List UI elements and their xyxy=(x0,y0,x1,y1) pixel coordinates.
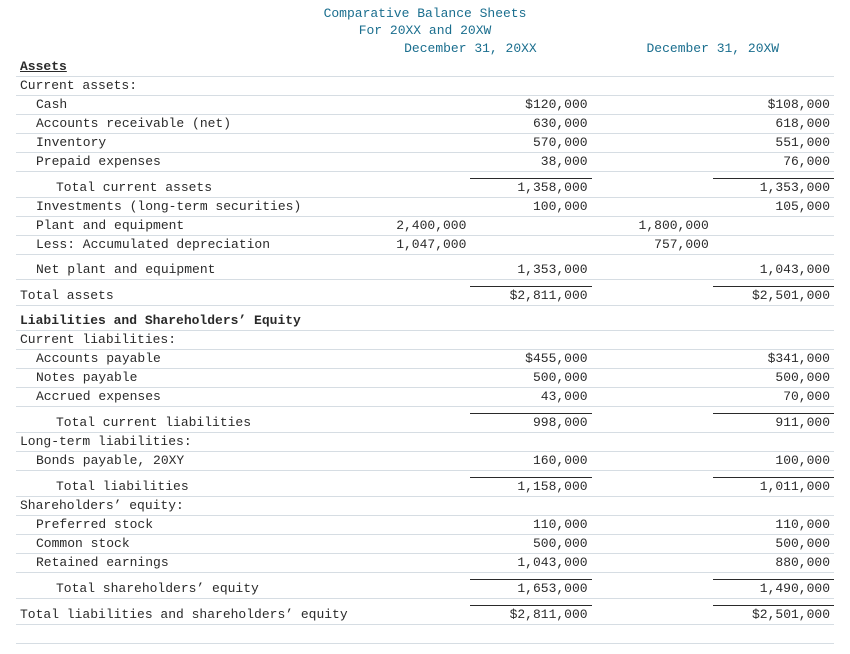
accrued-y2: 70,000 xyxy=(713,387,834,406)
title-line-2: For 20XX and 20XW xyxy=(16,23,834,40)
row-acc-dep: Less: Accumulated depreciation 1,047,000… xyxy=(16,235,834,254)
row-prepaid: Prepaid expenses 38,000 76,000 xyxy=(16,152,834,171)
cash-y2: $108,000 xyxy=(713,95,834,114)
tse-y1: 1,653,000 xyxy=(470,579,591,598)
net-plant-y2: 1,043,000 xyxy=(713,261,834,280)
label-cash: Cash xyxy=(16,95,349,114)
row-accrued: Accrued expenses 43,000 70,000 xyxy=(16,387,834,406)
row-total-assets: Total assets $2,811,000 $2,501,000 xyxy=(16,286,834,305)
current-liab-header: Current liabilities: xyxy=(16,330,349,349)
label-total-liab: Total liabilities xyxy=(16,477,349,496)
label-tca: Total current assets xyxy=(16,178,349,197)
tca-y1: 1,358,000 xyxy=(470,178,591,197)
bonds-y2: 100,000 xyxy=(713,451,834,470)
ar-y2: 618,000 xyxy=(713,114,834,133)
balance-sheet: Comparative Balance Sheets For 20XX and … xyxy=(0,0,850,654)
net-plant-y1: 1,353,000 xyxy=(470,261,591,280)
plant-eq-y2a: 1,800,000 xyxy=(592,216,713,235)
col-header-y1: December 31, 20XX xyxy=(349,40,591,58)
assets-header: Assets xyxy=(16,58,349,77)
total-liab-eq-y1: $2,811,000 xyxy=(470,605,591,624)
tse-y2: 1,490,000 xyxy=(713,579,834,598)
plant-eq-y1a: 2,400,000 xyxy=(349,216,470,235)
column-header-row: December 31, 20XX December 31, 20XW xyxy=(16,40,834,58)
ret-earn-y1: 1,043,000 xyxy=(470,553,591,572)
label-total-liab-eq: Total liabilities and shareholders’ equi… xyxy=(16,605,349,624)
pref-stock-y1: 110,000 xyxy=(470,515,591,534)
acc-dep-y2a: 757,000 xyxy=(592,235,713,254)
row-ap: Accounts payable $455,000 $341,000 xyxy=(16,349,834,368)
label-net-plant: Net plant and equipment xyxy=(16,261,349,280)
inventory-y1: 570,000 xyxy=(470,133,591,152)
row-total-sh-eq: Total shareholders’ equity 1,653,000 1,4… xyxy=(16,579,834,598)
label-acc-dep: Less: Accumulated depreciation xyxy=(16,235,349,254)
tcl-y2: 911,000 xyxy=(713,413,834,432)
label-bonds: Bonds payable, 20XY xyxy=(16,451,349,470)
acc-dep-y1a: 1,047,000 xyxy=(349,235,470,254)
row-total-current-assets: Total current assets 1,358,000 1,353,000 xyxy=(16,178,834,197)
row-bonds: Bonds payable, 20XY 160,000 100,000 xyxy=(16,451,834,470)
label-total-assets: Total assets xyxy=(16,286,349,305)
row-inventory: Inventory 570,000 551,000 xyxy=(16,133,834,152)
ap-y2: $341,000 xyxy=(713,349,834,368)
np-y2: 500,000 xyxy=(713,368,834,387)
label-inventory: Inventory xyxy=(16,133,349,152)
row-total-liab: Total liabilities 1,158,000 1,011,000 xyxy=(16,477,834,496)
common-stock-y2: 500,000 xyxy=(713,534,834,553)
label-common-stock: Common stock xyxy=(16,534,349,553)
label-np: Notes payable xyxy=(16,368,349,387)
investments-y2: 105,000 xyxy=(713,197,834,216)
total-assets-y1: $2,811,000 xyxy=(470,286,591,305)
total-liab-y1: 1,158,000 xyxy=(470,477,591,496)
inventory-y2: 551,000 xyxy=(713,133,834,152)
col-header-y2: December 31, 20XW xyxy=(592,40,834,58)
label-ap: Accounts payable xyxy=(16,349,349,368)
label-investments: Investments (long-term securities) xyxy=(16,197,349,216)
row-pref-stock: Preferred stock 110,000 110,000 xyxy=(16,515,834,534)
label-prepaid: Prepaid expenses xyxy=(16,152,349,171)
ap-y1: $455,000 xyxy=(470,349,591,368)
total-assets-y2: $2,501,000 xyxy=(713,286,834,305)
pref-stock-y2: 110,000 xyxy=(713,515,834,534)
prepaid-y2: 76,000 xyxy=(713,152,834,171)
label-plant-eq: Plant and equipment xyxy=(16,216,349,235)
accrued-y1: 43,000 xyxy=(470,387,591,406)
balance-sheet-table: December 31, 20XX December 31, 20XW Asse… xyxy=(16,40,834,644)
label-accrued: Accrued expenses xyxy=(16,387,349,406)
row-ar: Accounts receivable (net) 630,000 618,00… xyxy=(16,114,834,133)
np-y1: 500,000 xyxy=(470,368,591,387)
row-net-plant: Net plant and equipment 1,353,000 1,043,… xyxy=(16,261,834,280)
row-common-stock: Common stock 500,000 500,000 xyxy=(16,534,834,553)
ret-earn-y2: 880,000 xyxy=(713,553,834,572)
label-ret-earn: Retained earnings xyxy=(16,553,349,572)
row-cash: Cash $120,000 $108,000 xyxy=(16,95,834,114)
label-pref-stock: Preferred stock xyxy=(16,515,349,534)
row-total-liab-eq: Total liabilities and shareholders’ equi… xyxy=(16,605,834,624)
row-investments: Investments (long-term securities) 100,0… xyxy=(16,197,834,216)
investments-y1: 100,000 xyxy=(470,197,591,216)
row-total-current-liab: Total current liabilities 998,000 911,00… xyxy=(16,413,834,432)
tcl-y1: 998,000 xyxy=(470,413,591,432)
prepaid-y1: 38,000 xyxy=(470,152,591,171)
bonds-y1: 160,000 xyxy=(470,451,591,470)
label-tcl: Total current liabilities xyxy=(16,413,349,432)
tca-y2: 1,353,000 xyxy=(713,178,834,197)
cash-y1: $120,000 xyxy=(470,95,591,114)
row-plant-eq: Plant and equipment 2,400,000 1,800,000 xyxy=(16,216,834,235)
total-liab-eq-y2: $2,501,000 xyxy=(713,605,834,624)
total-liab-y2: 1,011,000 xyxy=(713,477,834,496)
liab-eq-header: Liabilities and Shareholders’ Equity xyxy=(16,312,349,331)
current-assets-header: Current assets: xyxy=(16,76,349,95)
label-tse: Total shareholders’ equity xyxy=(16,579,349,598)
row-np: Notes payable 500,000 500,000 xyxy=(16,368,834,387)
long-term-liab-header: Long-term liabilities: xyxy=(16,432,349,451)
shareholders-eq-header: Shareholders’ equity: xyxy=(16,496,349,515)
row-ret-earn: Retained earnings 1,043,000 880,000 xyxy=(16,553,834,572)
common-stock-y1: 500,000 xyxy=(470,534,591,553)
ar-y1: 630,000 xyxy=(470,114,591,133)
label-ar: Accounts receivable (net) xyxy=(16,114,349,133)
title-line-1: Comparative Balance Sheets xyxy=(16,6,834,23)
